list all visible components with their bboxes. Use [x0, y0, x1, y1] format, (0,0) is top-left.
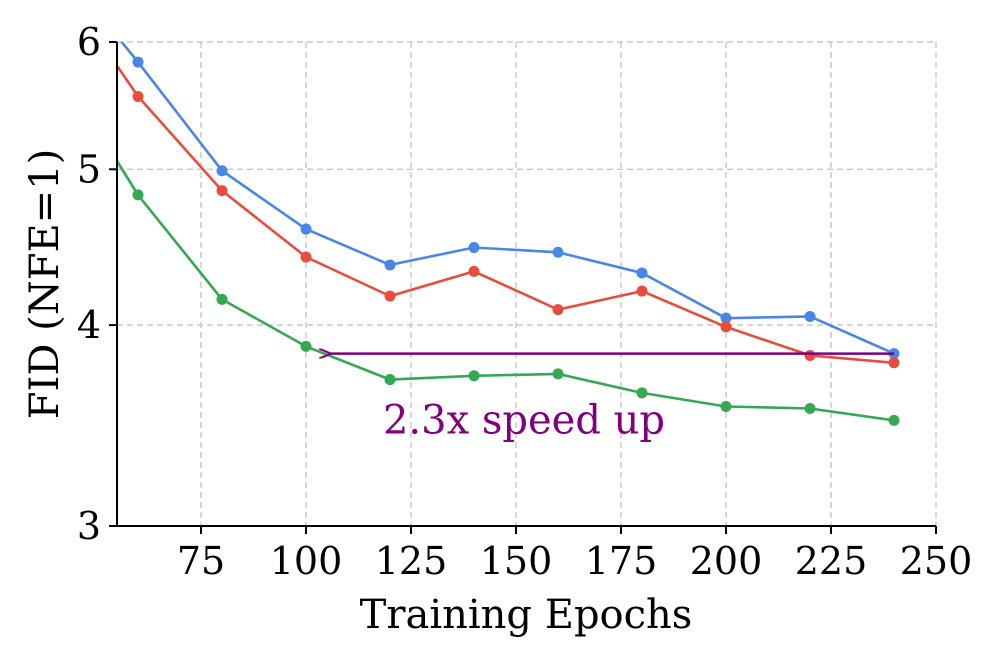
data-point-red: [216, 185, 228, 197]
series-blue: [120, 42, 900, 360]
ticks: 75 100 125 150 175 200 225 250 3 4 5 6: [77, 20, 972, 583]
x-tick-label: 150: [480, 539, 553, 583]
x-tick-label: 175: [585, 539, 658, 583]
data-point-blue: [216, 165, 228, 177]
data-point-green: [804, 402, 816, 414]
series-layer: [117, 42, 900, 426]
data-point-red: [552, 304, 564, 316]
x-tick-label: 225: [795, 539, 868, 583]
grid: [117, 41, 937, 527]
data-point-blue: [720, 312, 732, 324]
y-tick-label: 6: [77, 20, 101, 64]
data-point-blue: [552, 246, 564, 258]
data-point-blue: [384, 259, 396, 271]
x-tick-label: 100: [270, 539, 343, 583]
data-point-green: [888, 414, 900, 426]
x-tick-label: 125: [375, 539, 448, 583]
data-point-red: [132, 90, 144, 102]
x-axis-title: Training Epochs: [360, 592, 693, 638]
y-tick-label: 3: [77, 504, 101, 548]
data-point-red: [636, 285, 648, 297]
data-point-blue: [300, 223, 312, 235]
y-tick-label: 5: [77, 147, 101, 191]
data-point-blue: [132, 56, 144, 68]
data-point-green: [216, 293, 228, 305]
y-tick-label: 4: [77, 303, 101, 347]
data-point-green: [720, 400, 732, 412]
x-tick-label: 200: [690, 539, 763, 583]
data-point-red: [804, 349, 816, 361]
axes: [116, 42, 936, 527]
x-tick-label: 75: [177, 539, 225, 583]
data-point-blue: [804, 310, 816, 322]
data-point-green: [132, 189, 144, 201]
data-point-green: [300, 340, 312, 352]
data-point-blue: [468, 242, 480, 254]
data-point-blue: [636, 267, 648, 279]
data-point-red: [300, 251, 312, 263]
series-red: [117, 64, 900, 369]
speedup-annotation: 2.3x speed up: [383, 397, 665, 443]
data-point-green: [468, 370, 480, 382]
data-point-green: [552, 368, 564, 380]
data-point-green: [384, 374, 396, 386]
y-axis-title: FID (NFE=1): [22, 149, 68, 419]
annotation: 2.3x speed up: [329, 354, 894, 443]
series-green: [117, 160, 900, 426]
data-point-red: [468, 265, 480, 277]
x-tick-label: 250: [900, 539, 973, 583]
data-point-red: [720, 321, 732, 333]
data-point-red: [384, 290, 396, 302]
data-point-red: [888, 357, 900, 369]
data-point-green: [636, 387, 648, 399]
